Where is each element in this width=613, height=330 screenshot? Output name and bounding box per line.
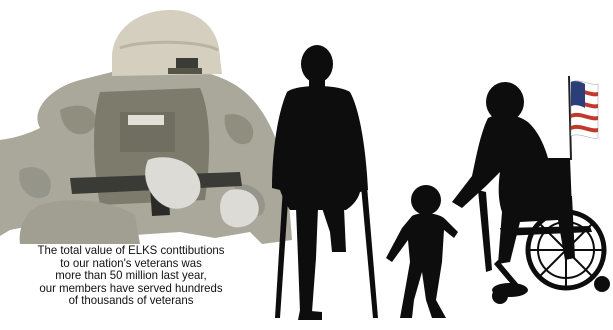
caption-line: of thousands of veterans [68,293,194,307]
soldier-photo [0,10,292,244]
caption-line: to our nation's veterans was [60,255,202,270]
american-flag [568,75,599,161]
caption-line: more than 50 million last year, [55,268,207,282]
man-on-crutches-silhouette [272,45,378,320]
caption-line: our members have served hundreds [39,280,223,295]
caption: The total value of ELKS conttibutions to… [7,244,256,307]
veteran-in-wheelchair-silhouette [452,82,610,304]
child-silhouette [386,185,458,318]
caption-line: The total value of ELKS conttibutions [37,243,225,257]
